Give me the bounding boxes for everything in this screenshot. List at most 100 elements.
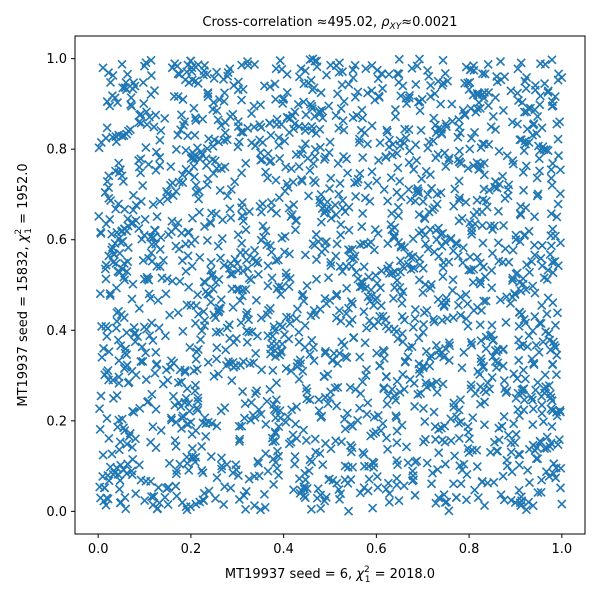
scatter-point — [135, 403, 145, 413]
scatter-point — [457, 465, 467, 475]
scatter-point — [295, 488, 305, 498]
scatter-point — [538, 142, 548, 152]
scatter-point — [336, 230, 346, 240]
scatter-point — [123, 126, 134, 136]
scatter-point — [541, 382, 551, 392]
scatter-point — [393, 202, 403, 212]
scatter-point — [360, 128, 370, 138]
scatter-point — [298, 366, 308, 376]
scatter-point — [418, 197, 428, 207]
scatter-point — [139, 61, 150, 71]
scatter-point — [381, 321, 391, 331]
scatter-point — [333, 358, 343, 368]
scatter-point — [453, 300, 464, 310]
scatter-point — [208, 104, 218, 114]
scatter-point — [201, 431, 211, 441]
scatter-point — [256, 409, 266, 419]
scatter-point — [418, 437, 429, 447]
scatter-point — [175, 459, 185, 469]
scatter-point — [269, 479, 279, 489]
scatter-point — [536, 475, 547, 485]
scatter-point — [102, 97, 112, 107]
scatter-point — [193, 393, 203, 403]
scatter-point — [467, 226, 477, 236]
scatter-point — [163, 482, 174, 492]
scatter-point — [102, 413, 112, 424]
scatter-point — [408, 471, 418, 481]
scatter-point — [404, 184, 414, 195]
scatter-point — [241, 486, 251, 496]
scatter-point — [242, 307, 252, 317]
scatter-point — [148, 335, 158, 346]
scatter-point — [185, 406, 195, 416]
scatter-point — [173, 130, 183, 140]
scatter-point — [548, 298, 558, 308]
scatter-point — [220, 403, 230, 413]
y-tick-label: 0.8 — [46, 143, 67, 158]
scatter-point — [478, 238, 488, 248]
scatter-point — [477, 220, 487, 231]
scatter-point — [281, 268, 291, 278]
scatter-point — [404, 158, 414, 168]
scatter-point — [281, 312, 292, 322]
scatter-point — [206, 208, 217, 218]
scatter-point — [182, 505, 192, 515]
scatter-point — [300, 139, 310, 149]
scatter-point — [465, 252, 475, 262]
scatter-point — [411, 79, 421, 89]
scatter-point — [357, 221, 367, 232]
scatter-point — [431, 128, 441, 138]
scatter-point — [553, 439, 563, 450]
scatter-point — [113, 335, 123, 345]
scatter-point — [420, 416, 430, 427]
scatter-point — [442, 314, 452, 324]
scatter-point — [522, 260, 532, 270]
scatter-point — [498, 105, 509, 115]
scatter-point — [224, 320, 234, 330]
scatter-point — [268, 365, 278, 375]
scatter-point — [334, 305, 344, 316]
scatter-point — [265, 82, 275, 92]
scatter-point — [417, 94, 427, 104]
scatter-point — [519, 185, 529, 195]
scatter-point — [189, 161, 199, 172]
scatter-point — [521, 285, 531, 295]
scatter-point — [406, 264, 416, 275]
scatter-point — [266, 130, 276, 140]
scatter-point — [376, 69, 387, 79]
scatter-point — [518, 273, 528, 284]
scatter-point — [530, 250, 540, 260]
scatter-point — [408, 322, 418, 332]
scatter-point — [467, 229, 477, 239]
scatter-point — [274, 133, 284, 143]
scatter-point — [194, 186, 204, 196]
scatter-point — [412, 155, 422, 165]
scatter-point — [398, 287, 408, 297]
scatter-point — [369, 458, 379, 468]
scatter-point — [539, 443, 550, 454]
scatter-point — [227, 376, 237, 386]
scatter-point — [104, 375, 114, 385]
scatter-point — [530, 288, 540, 298]
scatter-point — [527, 354, 537, 364]
scatter-point — [151, 239, 161, 249]
scatter-point — [111, 204, 121, 214]
scatter-point — [149, 85, 160, 96]
scatter-point — [488, 111, 498, 122]
scatter-point — [187, 443, 197, 453]
scatter-point — [288, 430, 298, 440]
scatter-point — [426, 479, 437, 489]
scatter-point — [273, 255, 283, 265]
scatter-point — [341, 308, 351, 319]
scatter-point — [244, 207, 254, 217]
scatter-point — [212, 67, 222, 77]
scatter-point — [466, 133, 477, 143]
scatter-point — [539, 145, 549, 155]
scatter-point — [379, 353, 389, 363]
scatter-point — [556, 463, 566, 473]
scatter-point — [372, 176, 382, 186]
scatter-point — [310, 152, 320, 162]
scatter-point — [401, 93, 411, 103]
scatter-point — [318, 113, 328, 123]
scatter-point — [191, 115, 201, 125]
